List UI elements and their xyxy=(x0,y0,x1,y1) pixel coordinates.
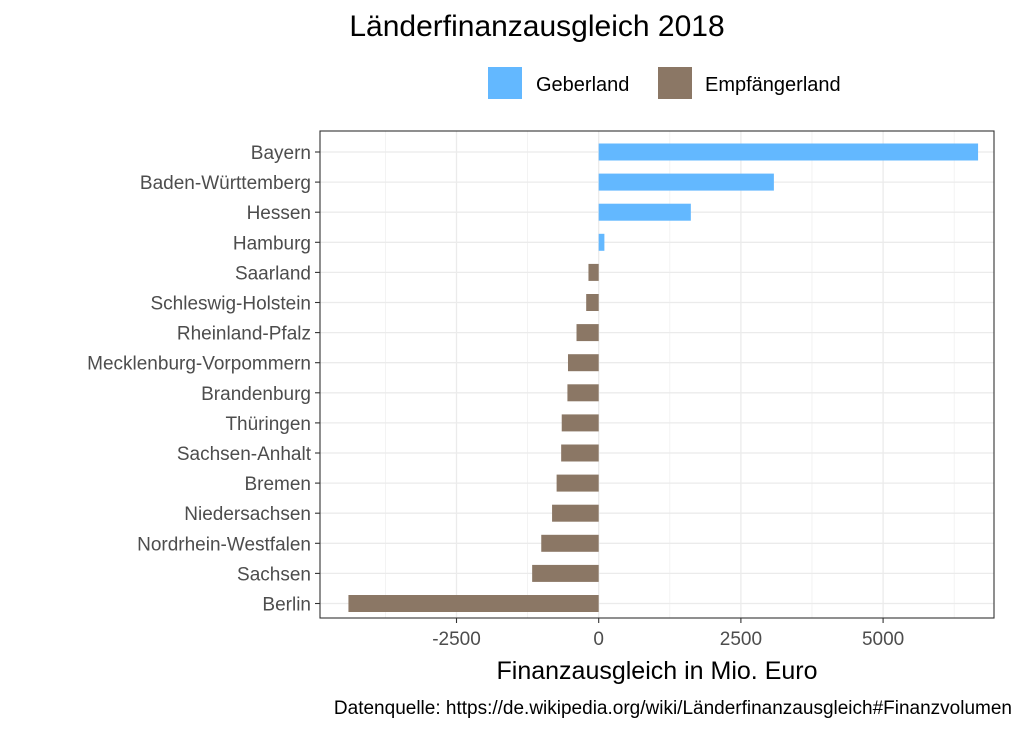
x-tick-label: 2500 xyxy=(720,629,762,650)
legend: Geberland Empfängerland xyxy=(488,67,841,99)
bar xyxy=(598,203,691,221)
y-tick-label: Schleswig-Holstein xyxy=(150,294,311,315)
x-axis-title: Finanzausgleich in Mio. Euro xyxy=(497,657,818,685)
bar xyxy=(598,173,774,191)
y-tick-label: Saarland xyxy=(235,263,311,284)
chart-title: Länderfinanzausgleich 2018 xyxy=(349,10,724,43)
legend-key-empfaengerland xyxy=(658,67,692,99)
bar xyxy=(561,444,599,462)
bar xyxy=(556,474,599,492)
y-tick-label: Bayern xyxy=(251,143,311,164)
y-tick-label: Rheinland-Pfalz xyxy=(177,324,311,345)
y-tick-label: Brandenburg xyxy=(201,384,311,405)
legend-label-empfaengerland: Empfängerland xyxy=(705,74,841,96)
x-axis-ticks: -2500 0 2500 5000 xyxy=(432,618,904,650)
x-tick-label: -2500 xyxy=(432,629,481,650)
legend-label-geberland: Geberland xyxy=(536,74,629,96)
x-tick-label: 0 xyxy=(593,629,604,650)
y-tick-label: Mecklenburg-Vorpommern xyxy=(87,354,311,375)
y-tick-label: Nordrhein-Westfalen xyxy=(137,534,311,555)
bar xyxy=(348,595,599,612)
y-tick-label: Bremen xyxy=(244,474,311,495)
y-tick-label: Sachsen-Anhalt xyxy=(177,444,312,465)
y-tick-label: Berlin xyxy=(262,595,311,616)
bar xyxy=(561,414,599,432)
x-tick-label: 5000 xyxy=(862,629,904,650)
y-tick-label: Sachsen xyxy=(237,564,311,585)
y-tick-label: Hessen xyxy=(247,203,311,224)
bar xyxy=(541,534,599,552)
y-tick-label: Niedersachsen xyxy=(184,504,311,525)
bar xyxy=(532,564,599,582)
bar xyxy=(598,233,605,251)
bars xyxy=(348,143,979,612)
bar xyxy=(552,504,599,522)
y-tick-label: Hamburg xyxy=(233,233,311,254)
y-tick-label: Thüringen xyxy=(225,414,311,435)
caption: Datenquelle: https://de.wikipedia.org/wi… xyxy=(334,698,1012,719)
bar xyxy=(588,263,599,281)
bar xyxy=(586,294,599,311)
bar xyxy=(576,324,599,342)
y-tick-label: Baden-Württemberg xyxy=(140,173,311,194)
y-axis-labels: Bayern Baden-Württemberg Hessen Hamburg Saar… xyxy=(87,143,320,616)
bar xyxy=(598,143,979,161)
bar xyxy=(567,384,599,402)
panel-border xyxy=(319,130,995,619)
legend-key-geberland xyxy=(488,67,522,99)
bar xyxy=(567,354,599,372)
